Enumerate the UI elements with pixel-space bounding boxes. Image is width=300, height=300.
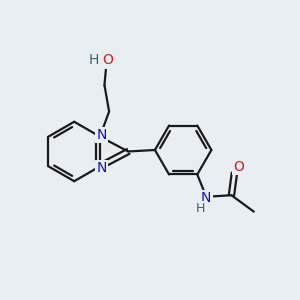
Text: N: N xyxy=(201,190,211,205)
Text: O: O xyxy=(233,160,244,174)
Text: N: N xyxy=(96,128,106,142)
Text: N: N xyxy=(96,161,106,175)
Text: H: H xyxy=(88,53,99,68)
Text: O: O xyxy=(102,53,113,68)
Text: H: H xyxy=(196,202,206,214)
